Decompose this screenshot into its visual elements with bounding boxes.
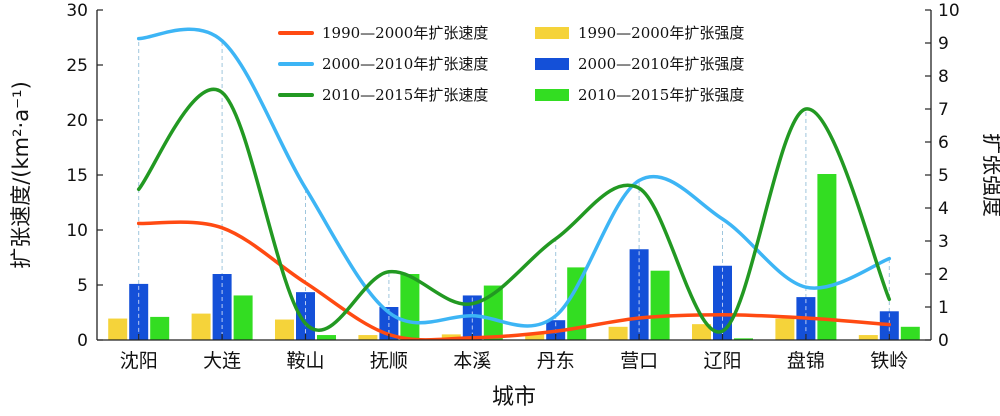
bar [233,295,253,340]
y-right-tick-label: 8 [938,67,949,87]
y-right-tick-label: 0 [938,331,949,351]
x-tick-label: 抚顺 [370,350,408,372]
bar-marks [108,174,920,340]
y-left-tick-label: 20 [66,111,88,131]
bar [462,295,482,340]
legend: 1990—2000年扩张速度 2000—2010年扩张速度 2010—2015年扩张… [278,24,744,104]
y-right-tick-label: 6 [938,133,949,153]
y-left-tick-label: 5 [77,276,88,296]
bar [400,274,420,340]
series-line [136,87,892,334]
y-right-tick-label: 5 [938,166,949,186]
x-tick-label: 沈阳 [120,350,158,372]
bar [567,267,587,340]
bar [191,313,211,340]
series-line [136,220,892,340]
legend-entry-label: 2000—2010年扩张强度 [578,55,744,73]
bar [317,335,336,340]
x-axis-label: 城市 [492,385,536,410]
bar [608,326,628,340]
y-right-tick-label: 7 [938,100,949,120]
y-right-tick-label: 2 [938,265,949,285]
legend-entry-label: 1990—2000年扩张速度 [322,24,488,42]
y-right-tick-label: 9 [938,34,949,54]
legend-bar-swatch [535,27,569,39]
bar [358,335,378,340]
x-tick-label: 盘锦 [787,350,825,372]
y-right-tick-label: 3 [938,232,949,252]
y-left-tick-label: 10 [66,221,88,241]
bar [483,285,503,340]
bar [650,270,670,340]
y-left-tick-label: 0 [77,331,88,351]
legend-entry-label: 2010—2015年扩张强度 [578,86,744,104]
x-tick-label: 铁岭 [870,350,908,372]
x-tick-label: 大连 [203,350,241,372]
x-tick-label: 丹东 [537,350,575,372]
bar [525,333,545,340]
y-left-tick-label: 30 [66,1,88,21]
x-tick-label: 本溪 [453,350,491,372]
bar [858,335,878,340]
axes: 0 5 10 15 20 25 30 0 1 2 3 4 5 6 7 8 9 10 沈阳 大连 鞍山 抚顺 本溪 丹东 营口 辽阳… [66,1,959,372]
y-right-tick-label: 10 [938,1,960,21]
x-tick-label: 鞍山 [286,350,324,372]
legend-entry-label: 2010—2015年扩张速度 [322,86,488,104]
line-marks [136,27,892,340]
legend-entry-label: 2000—2010年扩张速度 [322,55,488,73]
x-tick-label: 辽阳 [703,350,741,372]
bar [817,174,837,340]
bar [775,318,795,340]
y-right-tick-label: 4 [938,199,949,219]
bar [900,326,920,340]
bar [108,318,128,340]
y-axis-left-label: 扩张速度/(km²·a⁻¹) [9,81,33,269]
bar [734,338,753,340]
y-left-tick-label: 15 [66,166,88,186]
bar [129,283,149,340]
bar [150,316,170,340]
series-line [136,27,892,328]
y-axis-right-label: 扩张强度 [980,133,1000,217]
bar [275,319,294,340]
legend-bar-swatch [535,58,569,70]
bar [692,324,711,340]
legend-bar-swatch [535,89,569,101]
y-left-tick-label: 25 [66,56,88,76]
x-tick-label: 营口 [620,350,658,372]
y-right-tick-label: 1 [938,298,949,318]
legend-entry-label: 1990—2000年扩张强度 [578,24,744,42]
